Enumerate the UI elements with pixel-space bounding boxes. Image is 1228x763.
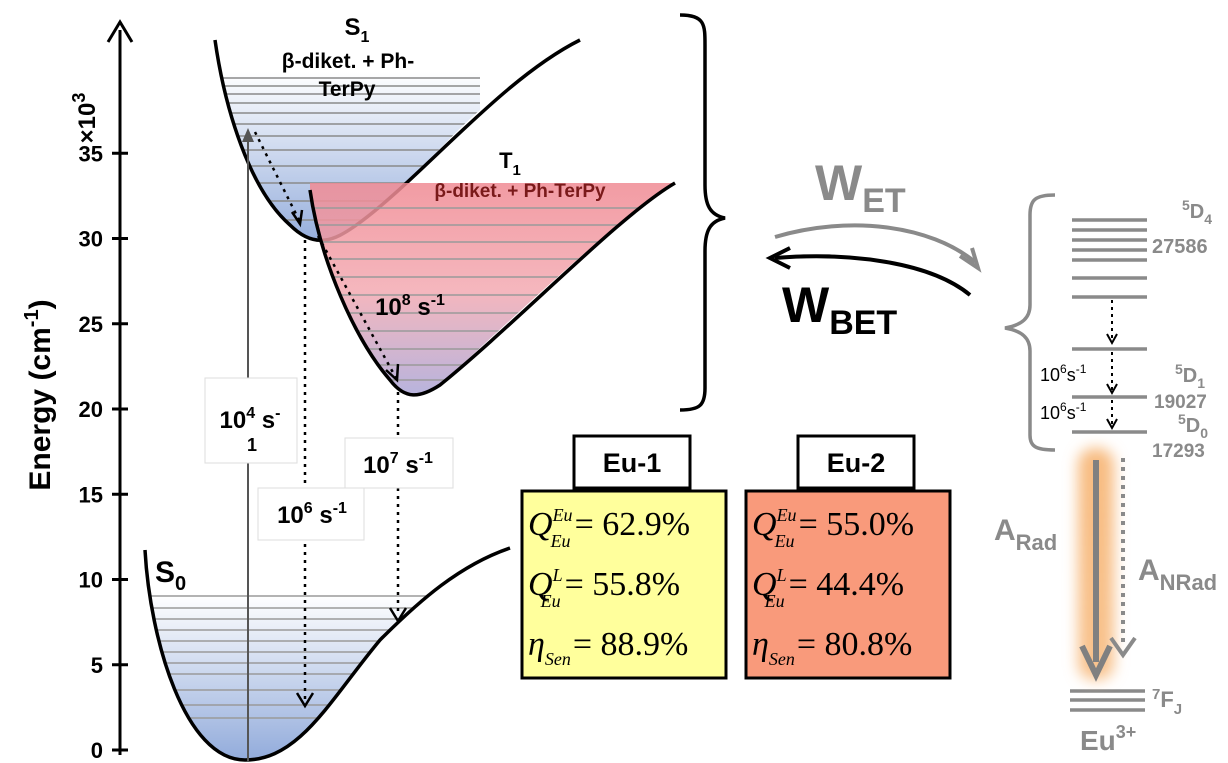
table-body — [520, 489, 728, 680]
f-label: 7FJ — [1152, 686, 1182, 718]
table-row: QL Eu = 44.4% — [752, 565, 904, 611]
table-row: ηSen= 80.8% — [752, 626, 912, 669]
table-1: Eu-1 QEu Eu = 62.9% QL Eu = 55.8% ηSen= 88.9% — [520, 434, 728, 680]
table-body — [744, 489, 952, 680]
svg-text:106 s-1: 106 s-1 — [277, 500, 347, 529]
d4-energy: 27586 — [1152, 236, 1208, 258]
svg-text:1: 1 — [247, 435, 257, 455]
s1-name-line1: β-diket. + Ph- — [282, 50, 414, 73]
d0-label: 5D0 — [1178, 411, 1208, 441]
s1-label: S1 — [345, 14, 370, 46]
y-tick-label: 0 — [91, 738, 103, 763]
d1-label: 5D1 — [1175, 361, 1205, 391]
eu-ion-label: Eu3+ — [1080, 722, 1136, 756]
y-tick-label: 10 — [79, 568, 103, 593]
table-row: ηSen= 88.9% — [528, 626, 688, 669]
f-manifold — [1070, 689, 1145, 712]
eu-rate-upper: 106s-1 — [1040, 362, 1087, 385]
d4-label: 5D4 — [1182, 197, 1212, 227]
y-tick-label: 30 — [79, 227, 103, 252]
s0-label: S0 — [155, 556, 186, 595]
table-row: QL Eu = 55.8% — [528, 565, 680, 611]
t1-name: β-diket. + Ph-TerPy — [434, 181, 606, 202]
wbet-arrow — [765, 246, 972, 297]
table-title-box — [572, 434, 692, 490]
d1-energy: 19027 — [1154, 392, 1207, 413]
table-title: Eu-1 — [603, 448, 662, 478]
eu-internal-arrows — [1106, 300, 1118, 431]
relaxation-arrows — [253, 131, 400, 700]
y-ticks: 0 5 10 15 20 25 30 35 — [79, 141, 128, 763]
table-row: QEu Eu = 62.9% — [528, 505, 690, 551]
y-tick-label: 15 — [79, 482, 103, 507]
svg-text:104 s-: 104 s- — [220, 405, 281, 434]
rate-box-t1: 107 s-1 — [344, 437, 454, 489]
wbet-label: WBET — [782, 277, 897, 342]
radiative-arrow — [1079, 460, 1113, 682]
t1-label: T1 — [499, 148, 521, 179]
svg-text:107 s-1: 107 s-1 — [363, 450, 433, 479]
s1-name-line2: TerPy — [319, 78, 376, 101]
arrow-heads — [290, 209, 408, 709]
y-tick-label: 25 — [79, 312, 103, 337]
anrad-label: ANRad — [1138, 554, 1217, 595]
wet-label: WET — [815, 155, 906, 220]
y-axis: 0 5 10 15 20 25 30 35 — [79, 19, 134, 763]
y-tick-label: 20 — [79, 397, 103, 422]
y-tick-label: 5 — [91, 653, 103, 678]
d0-energy: 17293 — [1152, 441, 1205, 462]
d4-manifold — [1072, 218, 1147, 299]
y-tick-label: 35 — [79, 141, 103, 166]
table-row: QEu Eu = 55.0% — [752, 505, 914, 551]
y-axis-label: Energy (cm-1) — [21, 299, 57, 490]
europium-brace — [1004, 193, 1056, 452]
table-2: Eu-2 QEu Eu = 55.0% QL Eu = 44.4% ηSen= 80.8% — [744, 434, 952, 680]
rate-box-s1: 106 s-1 — [257, 487, 365, 541]
ligand-brace — [679, 13, 726, 412]
rate-box-abs: 104 s- 1 — [204, 377, 298, 464]
y-axis-multiplier: ×103 — [69, 93, 101, 144]
nonradiative-arrow — [1109, 458, 1137, 659]
t1-well — [308, 181, 676, 397]
eu-rate-lower: 106s-1 — [1040, 400, 1087, 423]
wet-arrow — [774, 223, 982, 273]
rate-isc: 108 s-1 — [375, 292, 445, 321]
table-title-box — [796, 434, 916, 490]
arad-label: ARad — [994, 514, 1057, 555]
s0-well — [143, 546, 511, 762]
table-title: Eu-2 — [827, 448, 886, 478]
